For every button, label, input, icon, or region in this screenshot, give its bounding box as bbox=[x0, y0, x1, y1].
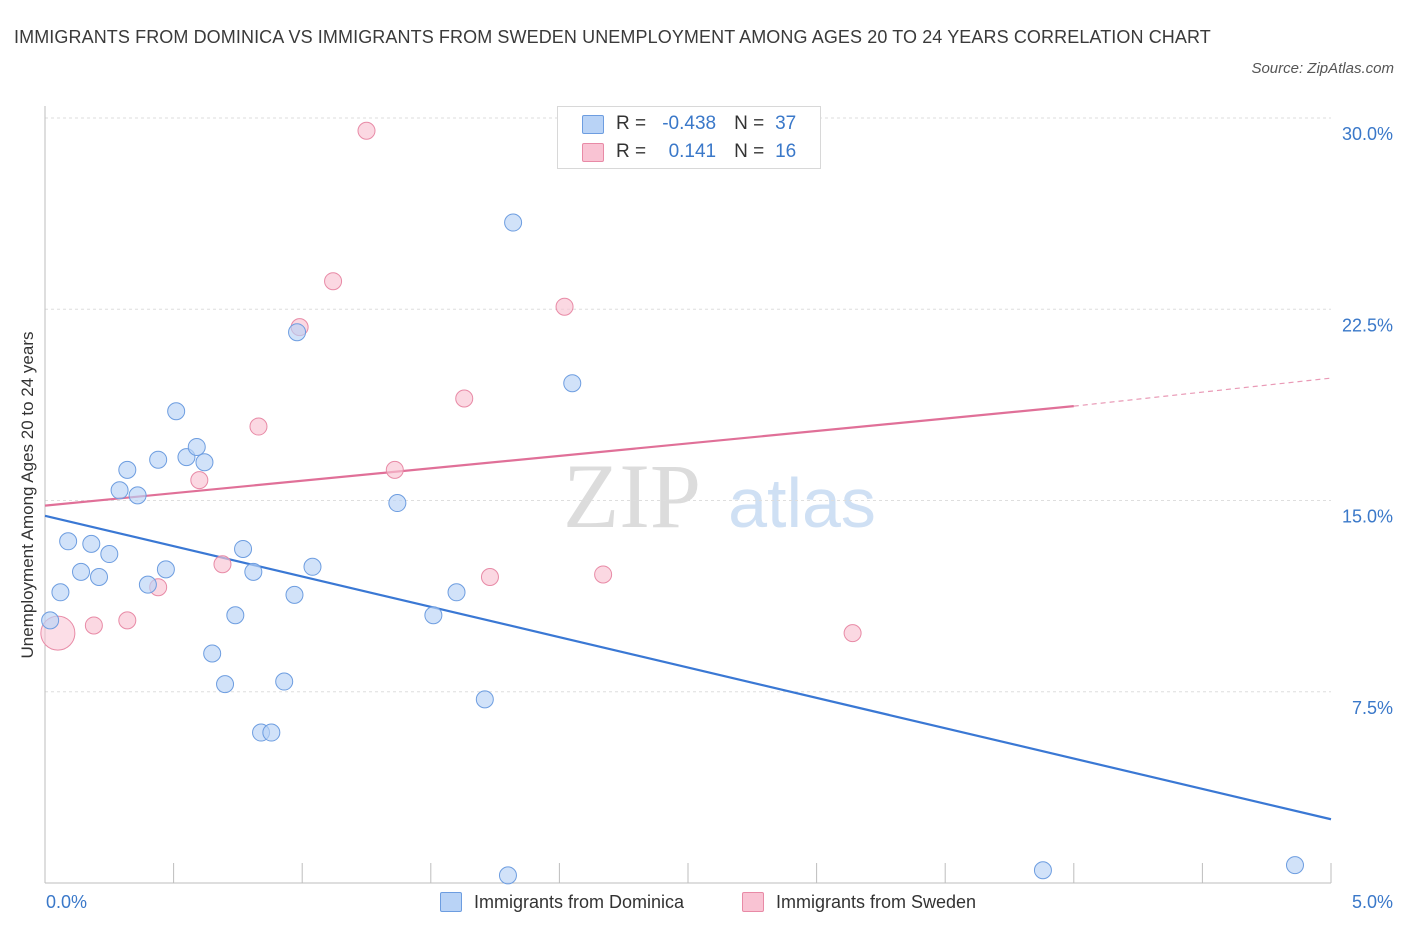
legend-item-dominica[interactable]: Immigrants from Dominica bbox=[440, 889, 684, 915]
y-tick-label-0: 7.5% bbox=[1352, 698, 1393, 718]
point-dominica-0 bbox=[41, 611, 60, 630]
point-dominica-19 bbox=[226, 606, 245, 625]
point-dominica-24 bbox=[275, 672, 294, 691]
point-dominica-10 bbox=[138, 575, 157, 594]
watermark: ZIP atlas bbox=[563, 445, 876, 547]
n-value-sweden: 16 bbox=[775, 141, 797, 162]
point-dominica-2 bbox=[59, 532, 78, 551]
trend-line-sweden-extension bbox=[1073, 377, 1332, 407]
point-sweden-11 bbox=[455, 389, 474, 408]
grid-lines bbox=[45, 117, 1331, 693]
point-dominica-11 bbox=[149, 450, 168, 469]
point-sweden-2 bbox=[118, 611, 137, 630]
y-tick-label-2: 22.5% bbox=[1342, 315, 1393, 335]
point-dominica-8 bbox=[118, 460, 137, 479]
point-dominica-13 bbox=[167, 402, 186, 421]
sweden-legend-swatch bbox=[742, 892, 764, 912]
point-dominica-20 bbox=[234, 539, 253, 558]
point-dominica-32 bbox=[498, 866, 517, 885]
point-dominica-9 bbox=[128, 486, 147, 505]
sweden-legend-label: Immigrants from Sweden bbox=[776, 891, 977, 912]
point-sweden-12 bbox=[480, 568, 499, 586]
watermark-atlas: atlas bbox=[728, 464, 876, 542]
point-dominica-4 bbox=[82, 534, 101, 553]
stats-legend-row-dominica: R = -0.438 N = 37 bbox=[582, 112, 796, 136]
point-dominica-27 bbox=[288, 323, 307, 342]
point-dominica-16 bbox=[195, 453, 214, 472]
point-dominica-17 bbox=[203, 644, 222, 663]
point-sweden-4 bbox=[190, 471, 209, 490]
point-dominica-12 bbox=[156, 560, 175, 579]
point-dominica-5 bbox=[90, 568, 109, 586]
n-label: N = bbox=[734, 141, 765, 162]
point-sweden-6 bbox=[249, 417, 268, 436]
point-sweden-10 bbox=[385, 460, 404, 479]
point-sweden-5 bbox=[213, 555, 232, 574]
n-value-dominica: 37 bbox=[775, 113, 797, 134]
point-sweden-1 bbox=[84, 616, 103, 635]
dominica-legend-swatch bbox=[440, 892, 462, 912]
point-dominica-15 bbox=[187, 437, 206, 456]
watermark-zip: ZIP bbox=[563, 445, 701, 547]
point-dominica-36 bbox=[1285, 856, 1304, 875]
x-tick-label-0: 0.0% bbox=[46, 892, 87, 912]
point-dominica-23 bbox=[262, 723, 281, 742]
point-dominica-35 bbox=[1033, 861, 1052, 880]
point-dominica-6 bbox=[100, 545, 119, 564]
sweden-swatch bbox=[582, 142, 604, 162]
y-tick-label-3: 30.0% bbox=[1342, 124, 1393, 144]
point-dominica-25 bbox=[285, 585, 304, 604]
x-tick-label-1: 5.0% bbox=[1352, 892, 1393, 912]
point-dominica-29 bbox=[424, 606, 443, 625]
trend-line-dominica bbox=[44, 514, 1332, 821]
stats-legend-row-sweden: R = 0.141 N = 16 bbox=[582, 140, 796, 164]
n-label: N = bbox=[734, 113, 765, 134]
r-label: R = bbox=[616, 113, 647, 134]
point-dominica-18 bbox=[216, 675, 235, 694]
point-sweden-8 bbox=[324, 272, 343, 291]
point-dominica-31 bbox=[475, 690, 494, 709]
dominica-legend-label: Immigrants from Dominica bbox=[474, 891, 685, 912]
tick-labels: 7.5% 15.0% 22.5% 30.0% 0.0% 5.0% bbox=[46, 124, 1393, 912]
point-dominica-21 bbox=[244, 562, 263, 581]
axes bbox=[44, 106, 1332, 884]
data-points bbox=[40, 121, 1304, 885]
point-dominica-28 bbox=[388, 494, 407, 513]
trend-line-sweden bbox=[44, 405, 1074, 507]
stats-legend: R = -0.438 N = 37 R = 0.141 N = 16 bbox=[557, 106, 821, 169]
r-value-dominica: -0.438 bbox=[662, 113, 717, 134]
r-value-sweden: 0.141 bbox=[668, 141, 717, 162]
point-dominica-3 bbox=[72, 562, 91, 581]
legend-item-sweden[interactable]: Immigrants from Sweden bbox=[742, 889, 976, 915]
point-dominica-30 bbox=[447, 583, 466, 602]
point-sweden-9 bbox=[357, 121, 376, 140]
trend-lines bbox=[44, 377, 1332, 821]
dominica-swatch bbox=[582, 114, 604, 134]
point-sweden-15 bbox=[843, 624, 862, 643]
r-label: R = bbox=[616, 141, 647, 162]
chart-title: IMMIGRANTS FROM DOMINICA VS IMMIGRANTS F… bbox=[14, 27, 1211, 47]
point-dominica-34 bbox=[563, 374, 582, 393]
point-sweden-14 bbox=[594, 565, 613, 584]
point-dominica-1 bbox=[51, 583, 70, 602]
point-dominica-7 bbox=[110, 481, 129, 500]
source-label: Source: ZipAtlas.com bbox=[1251, 60, 1394, 77]
point-sweden-13 bbox=[555, 297, 574, 316]
point-dominica-33 bbox=[504, 213, 523, 232]
y-tick-label-1: 15.0% bbox=[1342, 507, 1393, 527]
point-dominica-26 bbox=[303, 557, 322, 576]
